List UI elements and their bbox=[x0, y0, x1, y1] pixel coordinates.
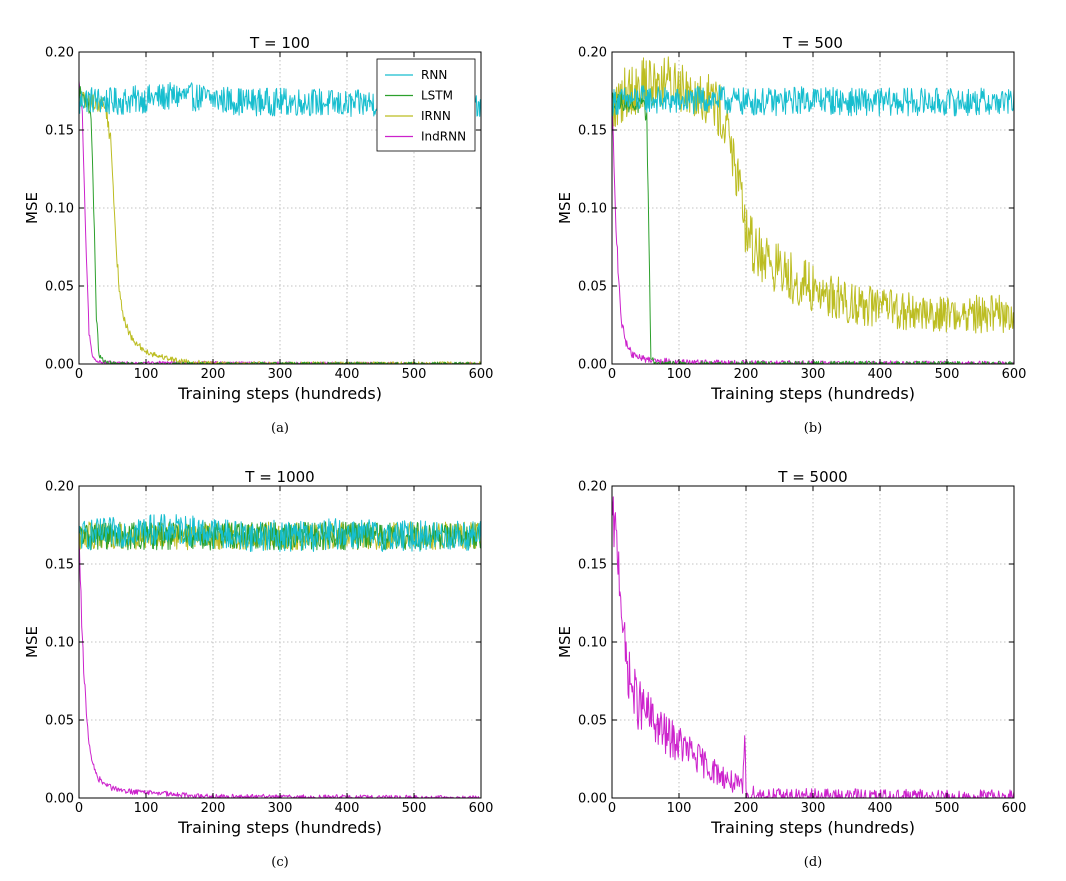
x-tick-label: 0 bbox=[608, 367, 616, 382]
x-tick-label: 500 bbox=[935, 801, 960, 816]
x-tick-label: 300 bbox=[801, 367, 826, 382]
chart-title: T = 1000 bbox=[244, 468, 314, 486]
panel-d: 0 100 200 300 400 500 600 0.00 0.05 0.10 0.15 0.20 T… bbox=[556, 468, 1026, 870]
y-tick-label: 0.15 bbox=[578, 558, 607, 573]
x-tick-label: 100 bbox=[667, 801, 692, 816]
x-tick-label: 0 bbox=[75, 801, 83, 816]
y-tick-label: 0.10 bbox=[578, 636, 607, 651]
y-tick-label: 0.10 bbox=[45, 636, 74, 651]
figure-caption: (b) bbox=[804, 421, 822, 436]
series-line-indrnn bbox=[612, 496, 1014, 798]
series-line-rnn bbox=[612, 85, 1014, 117]
x-tick-label: 600 bbox=[469, 801, 494, 816]
y-tick-label: 0.15 bbox=[578, 124, 607, 139]
y-tick-label: 0.20 bbox=[45, 480, 74, 495]
x-tick-label: 200 bbox=[201, 801, 226, 816]
x-tick-label: 100 bbox=[134, 367, 159, 382]
x-axis-label: Training steps (hundreds) bbox=[177, 384, 382, 403]
legend-box bbox=[376, 58, 476, 152]
x-tick-label: 400 bbox=[335, 801, 360, 816]
y-tick-label: 0.00 bbox=[578, 792, 607, 807]
y-tick-label: 0.00 bbox=[578, 358, 607, 373]
y-tick-label: 0.10 bbox=[578, 202, 607, 217]
y-axis-label: MSE bbox=[556, 192, 574, 224]
chart-title: T = 5000 bbox=[777, 468, 847, 486]
x-tick-label: 400 bbox=[335, 367, 360, 382]
y-tick-label: 0.20 bbox=[578, 480, 607, 495]
x-tick-label: 0 bbox=[75, 367, 83, 382]
figure-caption: (a) bbox=[271, 421, 289, 436]
panel-b: 0 100 200 300 400 500 600 0.00 0.05 0.10 0.15 0.20 T… bbox=[556, 34, 1026, 436]
chart-title: T = 500 bbox=[782, 34, 843, 52]
x-tick-label: 200 bbox=[201, 367, 226, 382]
legend: RNN LSTM IRNN IndRNN bbox=[376, 58, 476, 152]
x-tick-label: 300 bbox=[268, 801, 293, 816]
y-tick-label: 0.05 bbox=[578, 280, 607, 295]
legend-label-indrnn: IndRNN bbox=[421, 130, 466, 144]
x-tick-label: 400 bbox=[868, 367, 893, 382]
panel-a: 0 100 200 300 400 500 600 0.00 0.05 0.10 0.15 0.20 T… bbox=[23, 34, 493, 436]
x-tick-label: 400 bbox=[868, 801, 893, 816]
y-tick-label: 0.20 bbox=[45, 46, 74, 61]
legend-label-lstm: LSTM bbox=[421, 89, 453, 103]
y-tick-label: 0.20 bbox=[578, 46, 607, 61]
x-tick-label: 200 bbox=[734, 801, 759, 816]
x-tick-label: 600 bbox=[469, 367, 494, 382]
x-tick-label: 200 bbox=[734, 367, 759, 382]
series-line-lstm bbox=[79, 521, 481, 551]
figure-caption: (d) bbox=[804, 855, 822, 870]
x-tick-label: 600 bbox=[1002, 367, 1027, 382]
x-tick-label: 0 bbox=[608, 801, 616, 816]
x-tick-label: 100 bbox=[134, 801, 159, 816]
y-tick-label: 0.15 bbox=[45, 124, 74, 139]
y-tick-label: 0.00 bbox=[45, 792, 74, 807]
y-axis-label: MSE bbox=[23, 626, 41, 658]
y-tick-label: 0.05 bbox=[578, 714, 607, 729]
y-axis-label: MSE bbox=[23, 192, 41, 224]
y-tick-label: 0.05 bbox=[45, 280, 74, 295]
x-axis-label: Training steps (hundreds) bbox=[177, 818, 382, 837]
x-axis-label: Training steps (hundreds) bbox=[710, 818, 915, 837]
x-tick-label: 500 bbox=[402, 801, 427, 816]
figure-caption: (c) bbox=[271, 855, 288, 870]
y-axis-label: MSE bbox=[556, 626, 574, 658]
y-tick-label: 0.05 bbox=[45, 714, 74, 729]
legend-label-rnn: RNN bbox=[421, 68, 447, 82]
y-tick-label: 0.10 bbox=[45, 202, 74, 217]
x-tick-label: 500 bbox=[402, 367, 427, 382]
panel-c: 0 100 200 300 400 500 600 0.00 0.05 0.10 0.15 0.20 T… bbox=[23, 468, 493, 870]
x-axis-label: Training steps (hundreds) bbox=[710, 384, 915, 403]
x-tick-label: 600 bbox=[1002, 801, 1027, 816]
y-tick-label: 0.00 bbox=[45, 358, 74, 373]
legend-label-irnn: IRNN bbox=[421, 109, 451, 123]
x-tick-label: 300 bbox=[801, 801, 826, 816]
x-tick-label: 300 bbox=[268, 367, 293, 382]
x-tick-label: 500 bbox=[935, 367, 960, 382]
chart-title: T = 100 bbox=[249, 34, 310, 52]
x-tick-label: 100 bbox=[667, 367, 692, 382]
series-line-rnn bbox=[79, 513, 481, 552]
y-tick-label: 0.15 bbox=[45, 558, 74, 573]
